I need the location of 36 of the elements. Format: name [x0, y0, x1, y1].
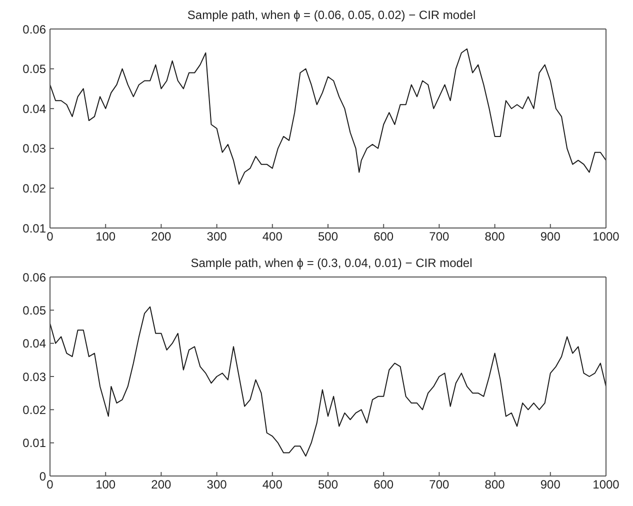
y-tick-label: 0.06 [22, 22, 46, 36]
y-tick-label: 0.04 [22, 336, 46, 351]
x-tick-label: 700 [429, 230, 450, 244]
y-tick-label: 0.05 [22, 303, 46, 318]
y-tick-label: 0.01 [22, 221, 46, 236]
x-tick-label: 500 [318, 478, 338, 492]
y-tick-label: 0.03 [22, 370, 46, 384]
x-tick-label: 400 [262, 230, 283, 244]
y-tick-label: 0.03 [22, 142, 46, 156]
x-tick-label: 100 [96, 478, 116, 492]
chart-title: Sample path, when ϕ = (0.3, 0.04, 0.01) − CIR model [190, 256, 474, 271]
x-tick-label: 300 [206, 230, 228, 244]
x-tick-label: 200 [151, 478, 172, 492]
x-tick-label: 800 [484, 478, 506, 492]
x-tick-label: 200 [151, 230, 172, 244]
x-tick-label: 600 [374, 478, 394, 492]
x-tick-label: 500 [318, 230, 338, 244]
y-tick-label: 0.06 [22, 270, 46, 284]
x-tick-label: 900 [540, 478, 561, 492]
x-tick-label: 1000 [592, 478, 620, 492]
x-tick-label: 400 [262, 478, 283, 492]
y-tick-label: 0.04 [22, 102, 46, 116]
x-tick-label: 600 [374, 230, 394, 244]
y-tick-label: 0.02 [22, 402, 46, 417]
line-series [50, 306, 606, 457]
y-tick-label: 0.01 [22, 436, 46, 450]
x-tick-label: 1000 [592, 230, 620, 244]
x-tick-label: 700 [429, 478, 450, 492]
y-tick-label: 0.05 [22, 62, 46, 76]
x-tick-label: 300 [206, 478, 228, 492]
x-tick-label: 800 [484, 230, 506, 244]
x-tick-label: 100 [96, 230, 116, 244]
chart-title: Sample path, when ϕ = (0.06, 0.05, 0.02) − CIR model [186, 8, 477, 23]
line-series [50, 48, 606, 185]
x-tick-label: 900 [540, 230, 561, 244]
y-tick-label: 0.02 [22, 181, 46, 196]
